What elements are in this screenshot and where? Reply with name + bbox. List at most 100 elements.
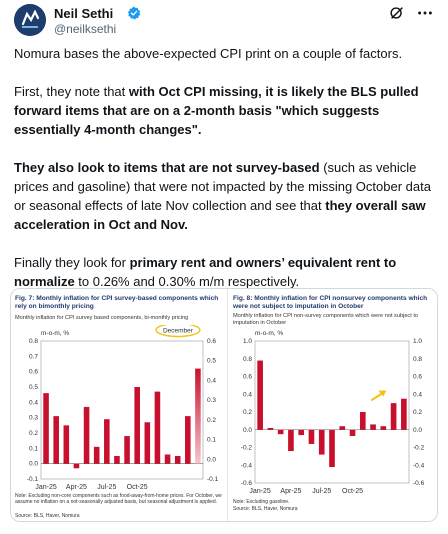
y-tick-label-right: -0.2 <box>413 445 425 452</box>
bar <box>134 387 140 464</box>
y-tick-label: 0.5 <box>29 384 38 391</box>
x-tick-label: Oct-25 <box>342 488 363 495</box>
tweet-text: Nomura bases the above-expected CPI prin… <box>14 44 438 310</box>
bar <box>267 427 274 430</box>
verified-badge-icon <box>127 6 141 20</box>
y-tick-label: 0.3 <box>29 415 38 422</box>
fig8-source: Source: BLS, Haver, Nomura <box>233 506 298 512</box>
y-axis-label: m-o-m, % <box>255 330 283 337</box>
more-options-icon[interactable] <box>416 4 434 22</box>
y-axis-label: m-o-m, % <box>41 330 69 337</box>
y-tick-label: 0.6 <box>29 369 38 376</box>
bar <box>174 456 181 464</box>
y-tick-label-right: 0.0 <box>207 456 216 463</box>
grok-icon[interactable] <box>388 4 406 22</box>
y-tick-label-right: 0.5 <box>207 358 216 365</box>
y-tick-label: 0.1 <box>29 445 38 452</box>
bar-highlight <box>195 368 201 464</box>
y-tick-label: 0.8 <box>243 356 252 363</box>
bar <box>63 425 70 464</box>
y-tick-label: 1.0 <box>243 338 252 345</box>
avatar-logo-icon <box>14 4 46 36</box>
fig8-title: Fig. 8: Monthly inflation for CPI nonsur… <box>233 295 428 310</box>
tweet-media-image[interactable]: Fig. 7: Monthly inflation for CPI survey… <box>10 288 438 522</box>
bar <box>288 429 294 452</box>
y-tick-label: 0.7 <box>29 353 38 360</box>
bar <box>349 429 356 436</box>
y-tick-label-right: 0.4 <box>207 377 216 384</box>
author-handle[interactable]: @neilksethi <box>54 22 117 36</box>
tweet-paragraph-1: Nomura bases the above-expected CPI prin… <box>14 44 438 63</box>
y-tick-label-right: 0.8 <box>413 356 422 363</box>
tweet-p3-b: (such as vehicle prices and gasoline) th… <box>14 160 431 213</box>
x-tick-label: Jul-25 <box>97 484 116 491</box>
tweet-p2-b: with Oct CPI missing, it is likely the B… <box>14 84 419 118</box>
y-tick-label: 0.8 <box>29 338 38 345</box>
y-tick-label: 0.2 <box>243 409 252 416</box>
bar <box>257 360 263 430</box>
x-tick-label: Jul-25 <box>312 488 331 495</box>
fig8-chart: m-o-m, %1.00.80.60.40.20.0-0.2-0.4-0.61.… <box>241 330 425 495</box>
fig8-subtitle: Monthly inflation for CPI non-survey com… <box>233 313 418 326</box>
y-tick-label: -0.6 <box>241 480 253 487</box>
bar <box>144 422 151 464</box>
fig7-source: Source: BLS, Haver, Nomura <box>15 513 80 519</box>
bar <box>380 426 387 430</box>
bar <box>154 391 161 464</box>
bar <box>73 463 80 469</box>
fig7-chart: m-o-m, %0.8 0.7 0.6 0.5 0.4 0.3 0.2 0.1 0.0 -0.1 0… <box>27 325 219 491</box>
fig7-panel: Fig. 7: Monthly inflation for CPI survey… <box>11 289 228 521</box>
y-tick-label: -0.2 <box>241 445 253 452</box>
tweet-p4-c: to 0.26% and 0.30% m/m respectively. <box>74 274 300 289</box>
y-tick-label-right: 0.1 <box>207 437 216 444</box>
y-tick-label: -0.1 <box>27 476 39 483</box>
fig7-title: Fig. 7: Monthly inflation for CPI survey… <box>15 295 219 310</box>
bar <box>43 393 49 464</box>
y-tick-label-right: 0.2 <box>207 417 216 424</box>
y-tick-label-right: 0.2 <box>413 409 422 416</box>
y-tick-label-right: 1.0 <box>413 338 422 345</box>
bar <box>308 429 315 444</box>
fig8-note: Note: Excluding gasoline. <box>233 499 290 505</box>
y-tick-label-right: 0.0 <box>413 427 422 434</box>
tweet-paragraph-2: First, they note that with Oct CPI missi… <box>14 82 438 139</box>
december-annotation-text: December <box>163 328 194 335</box>
bar <box>164 454 171 464</box>
plot-frame <box>254 340 410 484</box>
bar <box>359 412 366 430</box>
bar <box>104 419 110 464</box>
y-tick-label: -0.4 <box>241 462 253 469</box>
y-tick-label-right: 0.6 <box>413 374 422 381</box>
tweet-p1-text: Nomura bases the above-expected CPI prin… <box>14 46 403 61</box>
bar <box>124 436 130 464</box>
y-tick-label: 0.2 <box>29 430 38 437</box>
x-tick-label: Oct-25 <box>127 484 148 491</box>
y-tick-label: 0.4 <box>29 399 38 406</box>
tweet-p3-a: They also look to items that are not sur… <box>14 160 320 175</box>
y-tick-label-right: -0.1 <box>207 476 219 483</box>
y-tick-label-right: -0.6 <box>413 480 425 487</box>
bar <box>93 446 100 464</box>
december-circle-annotation <box>155 325 201 338</box>
avatar[interactable] <box>14 4 46 36</box>
author-name[interactable]: Neil Sethi <box>54 6 114 21</box>
tweet-p2-c: "which suggests essentially 4-month chan… <box>14 103 380 137</box>
tweet-p4-b: primary rent and owners’ equivalent rent… <box>14 255 397 289</box>
bar <box>370 424 376 430</box>
y-tick-label: 0.4 <box>243 391 252 398</box>
fig7-note: Note: Excluding non-core components such… <box>15 493 222 505</box>
x-tick-label: Apr-25 <box>66 484 87 491</box>
bar <box>114 456 120 464</box>
x-tick-label: Jan-25 <box>35 484 57 491</box>
bar <box>277 429 284 435</box>
bar <box>185 416 191 464</box>
y-tick-label: 0.6 <box>243 374 252 381</box>
bar <box>53 416 59 464</box>
yellow-arrow-head <box>378 390 387 397</box>
tweet-p4-a: Finally they look for <box>14 255 130 270</box>
fig7-subtitle: Monthly inflation for CPI survey based c… <box>15 315 189 321</box>
y-tick-label: 0.0 <box>243 427 252 434</box>
plot-frame <box>40 340 204 480</box>
bar <box>401 398 407 430</box>
bar <box>390 403 397 430</box>
